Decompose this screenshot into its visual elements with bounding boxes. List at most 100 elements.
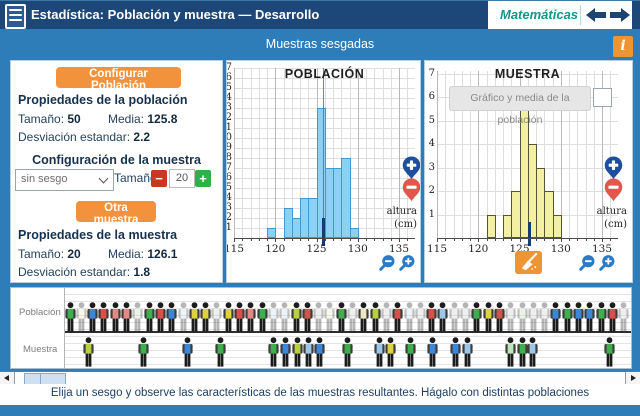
v-gridline	[461, 71, 463, 238]
v-gridline	[291, 68, 293, 238]
y-zoom-in-button[interactable]	[401, 156, 420, 180]
back-button[interactable]	[586, 8, 606, 22]
y-tick-label: 1	[226, 222, 232, 233]
y-tick-label: 4	[428, 138, 435, 149]
menu-button[interactable]	[5, 4, 26, 29]
person-icon	[341, 336, 353, 367]
person-icon	[324, 301, 335, 332]
v-gridline	[341, 68, 343, 238]
person-icon	[279, 336, 291, 367]
config-panel: Configurar Población Propiedades de la p…	[10, 60, 223, 283]
horizontal-scrollbar[interactable]	[0, 371, 640, 385]
sample-sd-label: Desviación estandar:	[18, 265, 131, 279]
person-icon	[347, 301, 358, 332]
zoom-out-button[interactable]	[379, 254, 396, 271]
divider	[580, 5, 581, 25]
person-icon	[121, 301, 132, 332]
person-icon	[290, 301, 302, 332]
axis-tick	[593, 238, 595, 241]
y-tick-label: 14	[226, 92, 232, 103]
sample-size-plus-button[interactable]: +	[195, 170, 211, 187]
axis-tick	[544, 238, 546, 241]
right-arrow-icon	[610, 8, 630, 22]
v-gridline	[357, 68, 359, 238]
forward-button[interactable]	[610, 8, 630, 22]
magnifier-minus-icon	[379, 255, 395, 271]
ground-line	[65, 331, 631, 333]
sample-size-input[interactable]: 20	[169, 169, 195, 188]
histogram-bar	[349, 228, 359, 238]
y-zoom-out-button[interactable]	[603, 178, 624, 202]
y-tick-label: 12	[226, 112, 232, 123]
axis-tick	[324, 238, 326, 241]
y-zoom-out-button[interactable]	[401, 178, 420, 202]
person-icon	[358, 301, 369, 332]
brand-link[interactable]: Matemáticas	[500, 7, 579, 22]
y-zoom-in-button[interactable]	[603, 156, 624, 180]
sample-sd: Desviación estandar: 1.8	[18, 265, 150, 279]
person-icon	[132, 301, 143, 332]
population-size-value: 50	[67, 112, 81, 126]
x-tick-label: 135	[591, 243, 613, 255]
population-chart-title: POBLACIÓN	[284, 67, 365, 81]
v-gridline	[333, 68, 334, 238]
population-overlay-checkbox[interactable]	[593, 88, 612, 107]
bias-select[interactable]: sin sesgo	[15, 169, 114, 191]
configure-population-button[interactable]: Configurar Población	[56, 67, 181, 92]
x-axis-caption-line2: (cm)	[394, 219, 417, 230]
v-gridline	[300, 68, 301, 238]
y-tick-label: 2	[226, 212, 232, 223]
person-icon	[526, 336, 538, 367]
person-icon	[279, 301, 290, 332]
population-size: Tamaño: 50	[18, 112, 81, 126]
person-icon	[550, 301, 561, 332]
axis-tick	[390, 238, 392, 241]
resample-button[interactable]: Otra muestra	[76, 201, 156, 226]
x-axis	[437, 238, 618, 240]
person-icon	[313, 336, 325, 367]
scroll-right-button[interactable]	[625, 372, 640, 384]
mean-line	[323, 68, 325, 238]
sample-mean-value: 126.1	[147, 247, 178, 261]
axis-tick	[478, 238, 480, 242]
v-gridline	[390, 68, 392, 238]
zoom-out-button[interactable]	[579, 254, 596, 271]
clear-sample-button[interactable]	[515, 251, 542, 274]
zoom-in-button[interactable]	[599, 254, 616, 271]
info-button[interactable]: i	[613, 36, 633, 57]
v-gridline	[445, 71, 447, 238]
v-gridline	[308, 68, 310, 238]
scroll-left-button[interactable]	[0, 372, 15, 384]
x-axis-caption-line2: (cm)	[604, 219, 627, 230]
sample-size-minus-button[interactable]: −	[151, 170, 167, 187]
v-gridline	[437, 71, 438, 238]
y-tick-label: 2	[428, 185, 435, 196]
population-overlay-label[interactable]: Gráfico y media de la población	[449, 86, 591, 126]
person-icon	[607, 301, 618, 332]
axis-tick	[291, 238, 293, 241]
population-props-heading: Propiedades de la población	[18, 93, 188, 107]
person-icon	[291, 336, 303, 367]
person-icon	[313, 301, 324, 332]
axis-tick	[374, 238, 376, 241]
person-icon	[528, 301, 539, 332]
zoom-in-button[interactable]	[399, 254, 416, 271]
person-icon	[189, 301, 200, 332]
y-tick-label: 17	[226, 62, 232, 73]
sample-size-prop-label: Tamaño:	[18, 247, 65, 261]
v-gridline	[478, 71, 480, 238]
axis-tick	[357, 238, 359, 242]
plus-pin-icon	[402, 156, 420, 180]
chevron-down-icon	[98, 173, 109, 184]
mean-marker	[527, 222, 531, 246]
person-icon	[516, 301, 528, 332]
person-icon	[143, 301, 155, 332]
v-gridline	[585, 71, 587, 238]
axis-tick	[470, 238, 471, 241]
axis-tick	[382, 238, 384, 241]
person-icon	[181, 336, 193, 367]
y-tick-label: 7	[428, 67, 435, 79]
person-icon	[211, 301, 222, 332]
v-gridline	[544, 71, 546, 238]
axis-tick	[486, 238, 488, 241]
